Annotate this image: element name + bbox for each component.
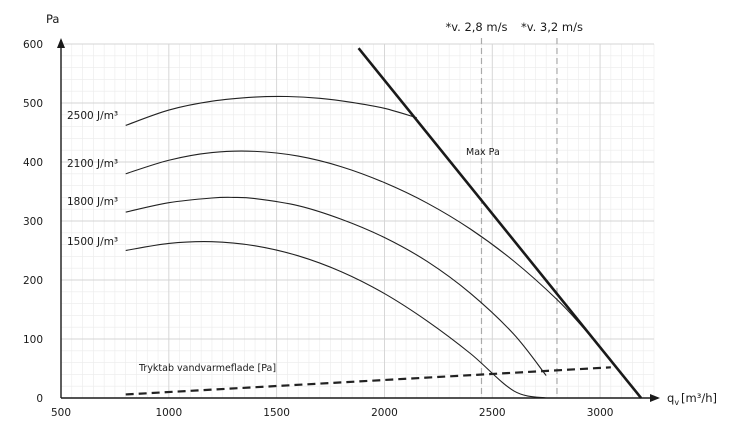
x-tick-label: 1000 — [155, 407, 182, 419]
x-tick-label: 500 — [51, 407, 71, 419]
label-2100: 2100 J/m³ — [67, 158, 118, 170]
velocity-line-label: *v. 2,8 m/s — [445, 20, 507, 34]
x-axis-title: qv [m³/h] — [667, 391, 717, 407]
label-max-pa: Max Pa — [466, 147, 500, 158]
y-tick-label: 600 — [23, 39, 43, 51]
x-tick-label: 1500 — [263, 407, 290, 419]
x-tick-label: 3000 — [587, 407, 614, 419]
y-tick-label: 0 — [36, 393, 43, 405]
data-series — [125, 47, 643, 399]
curve-2500 — [125, 95, 417, 126]
curve-2100 — [125, 150, 612, 361]
label-1800: 1800 J/m³ — [67, 196, 118, 208]
x-axis-title-sub: v — [674, 398, 679, 407]
major-gridlines — [60, 43, 654, 399]
y-axis-title: Pa — [46, 12, 59, 26]
y-tick-label: 500 — [23, 98, 43, 110]
axes — [57, 38, 660, 402]
y-tick-label: 300 — [23, 216, 43, 228]
y-tick-label: 100 — [23, 334, 43, 346]
velocity-reference-lines — [480, 38, 558, 398]
label-2500: 2500 J/m³ — [67, 110, 118, 122]
max-pa-line — [357, 47, 643, 399]
x-axis-arrow — [650, 394, 660, 402]
label-1500: 1500 J/m³ — [67, 236, 118, 248]
label-pressure-drop: Tryktab vandvarmeflade [Pa] — [138, 363, 276, 374]
x-tick-label: 2000 — [371, 407, 398, 419]
x-tick-labels: 500 1000 1500 2000 2500 3000 — [51, 407, 613, 419]
x-axis-title-base: q — [667, 391, 674, 405]
y-tick-label: 200 — [23, 275, 43, 287]
y-axis-arrow — [57, 38, 65, 48]
pressure-drop-line — [125, 366, 611, 396]
x-tick-label: 2500 — [479, 407, 506, 419]
velocity-line-label: *v. 3,2 m/s — [521, 20, 583, 34]
x-axis-title-unit: [m³/h] — [681, 391, 717, 405]
curve-1500 — [125, 241, 547, 399]
y-tick-label: 400 — [23, 157, 43, 169]
y-tick-labels: 0 100 200 300 400 500 600 — [23, 39, 43, 405]
curve-1800 — [125, 196, 547, 376]
series-labels: *v. 2,8 m/s *v. 3,2 m/s 2500 J/m³ 2100 J/m³… — [67, 20, 583, 374]
